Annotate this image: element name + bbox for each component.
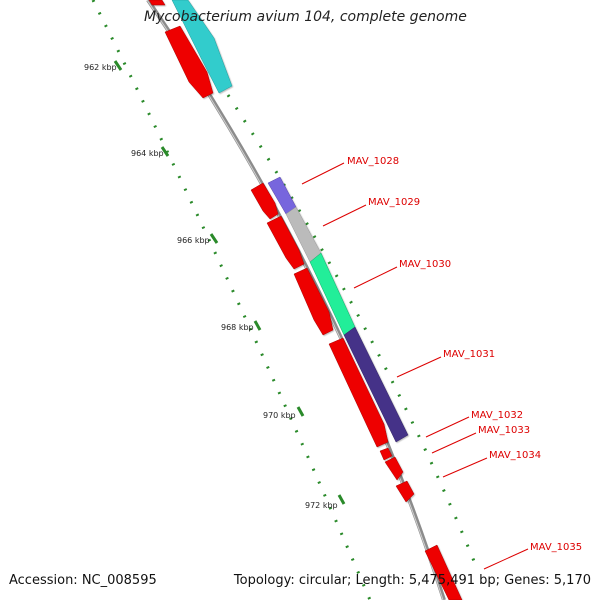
leader-mav-1033 (431, 432, 477, 454)
leader-mav-1028 (301, 162, 345, 185)
gene-label-mav-1035[interactable]: MAV_1035 (530, 542, 582, 553)
gene-red-2[interactable] (250, 182, 279, 220)
kbp-label-964: 964 kbp (131, 149, 164, 158)
gene-red-top[interactable] (148, 0, 166, 6)
gene-cyan[interactable] (171, 0, 233, 94)
gene-red-3[interactable] (266, 215, 305, 270)
kbp-tick-968 (253, 320, 262, 331)
leader-mav-1031 (396, 356, 442, 378)
leader-mav-1034 (442, 457, 488, 478)
genome-title: Mycobacterium avium 104, complete genome (144, 9, 467, 25)
gene-red-1[interactable] (164, 25, 214, 99)
kbp-label-972: 972 kbp (305, 501, 338, 510)
genome-backbone-highlight (146, 0, 444, 601)
gene-label-mav-1033[interactable]: MAV_1033 (478, 425, 530, 436)
gene-label-mav-1031[interactable]: MAV_1031 (443, 349, 495, 360)
kbp-label-966: 966 kbp (177, 236, 210, 245)
gene-label-mav-1032[interactable]: MAV_1032 (471, 410, 523, 421)
kbp-label-962: 962 kbp (84, 63, 117, 72)
leader-mav-1030 (353, 266, 398, 289)
kbp-label-970: 970 kbp (263, 411, 296, 420)
kbp-tick-962 (113, 60, 123, 71)
kbp-tick-964 (160, 146, 170, 157)
gene-label-mav-1034[interactable]: MAV_1034 (489, 450, 541, 461)
gene-leader-lines (301, 162, 529, 570)
genome-summary-text: Topology: circular; Length: 5,475,491 bp… (233, 573, 591, 588)
gene-red-5[interactable] (328, 337, 389, 448)
leader-mav-1035 (483, 548, 529, 570)
kbp-tick-972 (337, 494, 346, 505)
accession-text: Accession: NC_008595 (9, 573, 157, 588)
kbp-tick-970 (296, 406, 305, 417)
leader-mav-1029 (322, 204, 367, 227)
kbp-label-968: 968 kbp (221, 323, 254, 332)
gene-red-7[interactable] (384, 456, 404, 481)
gene-label-mav-1029[interactable]: MAV_1029 (368, 197, 420, 208)
gene-red-6[interactable] (379, 447, 393, 461)
kbp-tick-966 (209, 233, 219, 244)
genome-backbone (146, 0, 446, 601)
gene-label-mav-1028[interactable]: MAV_1028 (347, 156, 399, 167)
gene-label-mav-1030[interactable]: MAV_1030 (399, 259, 451, 270)
gene-mav-1031[interactable] (343, 326, 409, 443)
gene-red-8[interactable] (395, 480, 415, 503)
gene-red-4[interactable] (293, 267, 334, 336)
kbp-ticks (113, 60, 346, 505)
leader-mav-1032 (425, 416, 470, 438)
